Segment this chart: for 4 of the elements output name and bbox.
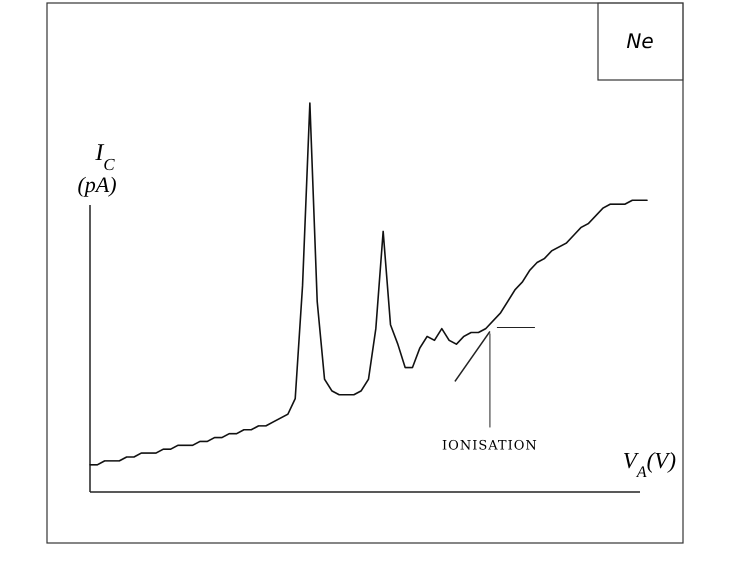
text: Ne [626,29,654,53]
y-axis-title: I$_{C}$ (pA) [77,140,117,197]
annotation: IONISATION [442,438,538,454]
x-axis-title: V$_{A}$(V) [622,448,676,480]
